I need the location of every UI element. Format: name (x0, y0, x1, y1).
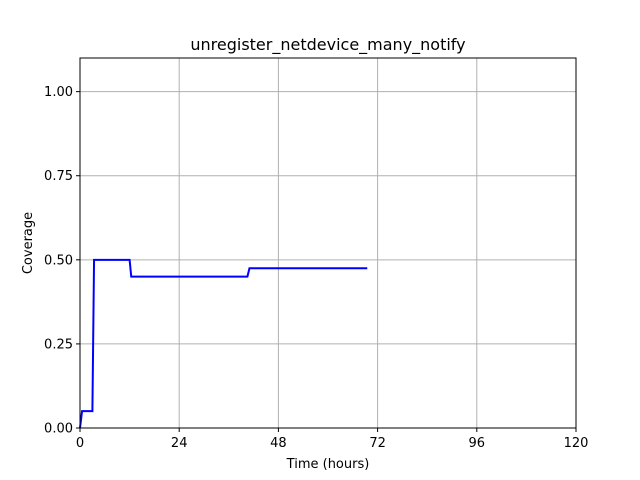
chart-title: unregister_netdevice_many_notify (190, 35, 465, 55)
x-tick-label: 120 (564, 436, 589, 451)
x-tick-label: 48 (270, 436, 287, 451)
y-tick-label: 0.50 (44, 253, 73, 268)
x-tick-label: 96 (469, 436, 486, 451)
y-tick-label: 0.25 (44, 337, 73, 352)
y-axis-title: Coverage (21, 212, 36, 274)
y-tick-label: 1.00 (44, 85, 73, 100)
x-tick-label: 24 (171, 436, 188, 451)
series-line (79, 258, 368, 429)
series-layer (79, 258, 368, 429)
axis-ticks: 0 24 48 72 96 120 0.00 0.25 0.50 0.75 1.00 (44, 85, 588, 451)
y-tick-label: 0.75 (44, 169, 73, 184)
x-tick-label: 0 (76, 436, 84, 451)
x-tick-label: 72 (369, 436, 386, 451)
y-tick-label: 0.00 (44, 422, 73, 437)
plot-frame (79, 57, 577, 429)
x-axis-title: Time (hours) (286, 457, 370, 472)
